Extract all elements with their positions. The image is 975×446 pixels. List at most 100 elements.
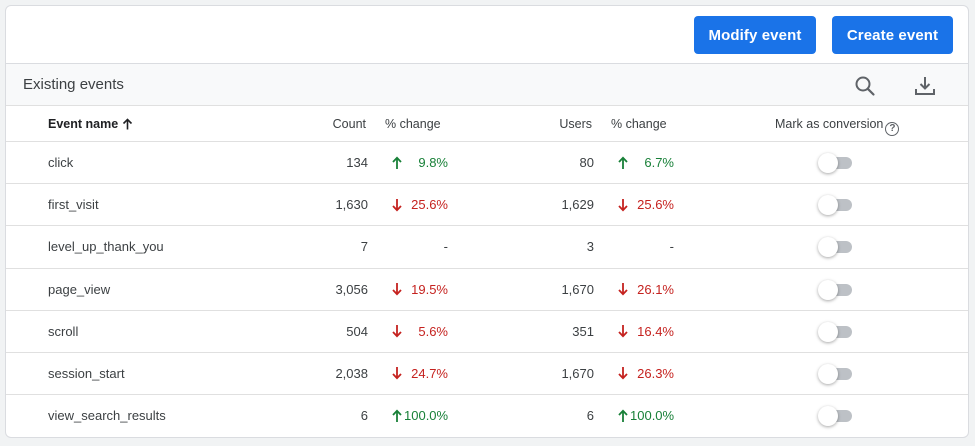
count-change-value: 5.6% xyxy=(418,323,448,339)
conversion-toggle[interactable] xyxy=(818,363,854,384)
event-users: 3 xyxy=(586,239,594,255)
conversion-toggle[interactable] xyxy=(818,321,854,342)
table-row[interactable]: session_start 2,038 24.7% 1,670 26.3% xyxy=(6,353,968,396)
column-label: Event name xyxy=(48,117,119,131)
users-change: 26.1% xyxy=(618,282,674,297)
toggle-knob xyxy=(818,195,838,216)
search-icon[interactable] xyxy=(852,73,878,99)
count-change: - xyxy=(392,239,448,254)
column-header-count[interactable]: Count xyxy=(332,117,366,131)
arrow-up-icon xyxy=(618,409,630,423)
event-count: 3,056 xyxy=(335,281,368,297)
column-header-users-change[interactable]: % change xyxy=(611,117,667,131)
table-row[interactable]: click 134 9.8% 80 6.7% xyxy=(6,142,968,185)
arrow-down-icon xyxy=(392,366,404,380)
event-users: 1,670 xyxy=(561,365,594,381)
event-count: 504 xyxy=(346,323,368,339)
users-change-value: 26.1% xyxy=(637,281,674,297)
count-change: 5.6% xyxy=(392,324,448,339)
event-name[interactable]: click xyxy=(48,155,74,170)
toolbar: Modify event Create event xyxy=(6,6,968,64)
event-name[interactable]: first_visit xyxy=(48,197,99,213)
event-count: 1,630 xyxy=(335,197,368,213)
table-row[interactable]: level_up_thank_you 7 - 3 - xyxy=(6,226,968,269)
event-users: 351 xyxy=(572,323,594,339)
count-change-value: - xyxy=(443,239,448,255)
no-change-spacer xyxy=(618,240,630,254)
count-change: 9.8% xyxy=(392,155,448,170)
help-icon[interactable]: ? xyxy=(885,122,900,136)
users-change-value: 6.7% xyxy=(644,155,674,170)
conversion-toggle[interactable] xyxy=(818,237,854,258)
table-row[interactable]: first_visit 1,630 25.6% 1,629 25.6% xyxy=(6,184,968,227)
table-row[interactable]: page_view 3,056 19.5% 1,670 26.1% xyxy=(6,269,968,311)
arrow-down-icon xyxy=(618,366,630,380)
count-change: 25.6% xyxy=(392,197,448,212)
count-change: 100.0% xyxy=(392,408,448,423)
users-change: 26.3% xyxy=(618,366,674,381)
users-change: 100.0% xyxy=(618,408,674,423)
users-change-value: 16.4% xyxy=(637,323,674,339)
arrow-down-icon xyxy=(618,198,630,212)
download-icon[interactable] xyxy=(912,73,938,99)
event-count: 7 xyxy=(360,239,368,255)
count-change-value: 100.0% xyxy=(404,408,449,424)
users-change: 25.6% xyxy=(618,197,674,212)
arrow-down-icon xyxy=(392,282,404,296)
table-header: Event name Count % change Users % change… xyxy=(6,106,968,142)
create-event-button[interactable]: Create event xyxy=(832,16,953,54)
table-row[interactable]: scroll 504 5.6% 351 16.4% xyxy=(6,311,968,353)
users-change-value: 25.6% xyxy=(637,197,674,213)
conversion-toggle[interactable] xyxy=(818,406,854,427)
toggle-knob xyxy=(818,406,838,427)
column-header-event-name[interactable]: Event name xyxy=(48,117,133,133)
conversion-toggle[interactable] xyxy=(818,153,854,173)
arrow-up-icon xyxy=(618,155,630,170)
event-count: 134 xyxy=(346,155,368,170)
section-title: Existing events xyxy=(23,76,124,93)
event-name[interactable]: page_view xyxy=(48,281,111,297)
column-label: Mark as conversion xyxy=(775,117,884,131)
event-name[interactable]: scroll xyxy=(48,323,79,339)
users-change-value: 100.0% xyxy=(630,408,675,424)
event-count: 6 xyxy=(360,408,368,424)
count-change-value: 25.6% xyxy=(411,197,448,213)
toggle-knob xyxy=(818,279,838,300)
count-change-value: 19.5% xyxy=(411,281,448,297)
no-change-spacer xyxy=(392,240,404,254)
users-change-value: 26.3% xyxy=(637,365,674,381)
arrow-down-icon xyxy=(392,324,404,338)
event-users: 1,629 xyxy=(561,197,594,213)
arrow-down-icon xyxy=(392,198,404,212)
event-count: 2,038 xyxy=(335,365,368,381)
arrow-up-icon xyxy=(392,409,404,423)
count-change: 24.7% xyxy=(392,366,448,381)
users-change: 6.7% xyxy=(618,155,674,170)
event-name[interactable]: level_up_thank_you xyxy=(48,239,164,255)
users-change: - xyxy=(618,239,674,254)
toggle-knob xyxy=(818,153,838,173)
arrow-up-icon xyxy=(122,118,133,133)
section-header: Existing events xyxy=(6,64,968,106)
column-header-conversion: Mark as conversion? xyxy=(775,117,900,136)
event-users: 80 xyxy=(579,155,594,170)
count-change-value: 24.7% xyxy=(411,365,448,381)
arrow-up-icon xyxy=(392,155,404,170)
toggle-knob xyxy=(818,321,838,342)
column-header-users[interactable]: Users xyxy=(559,117,592,131)
toggle-knob xyxy=(818,237,838,258)
count-change: 19.5% xyxy=(392,282,448,297)
table-row[interactable]: view_search_results 6 100.0% 6 100.0% xyxy=(6,395,968,437)
event-users: 1,670 xyxy=(561,281,594,297)
count-change-value: 9.8% xyxy=(418,155,448,170)
column-header-count-change[interactable]: % change xyxy=(385,117,441,131)
events-card: Modify event Create event Existing event… xyxy=(5,5,969,438)
event-name[interactable]: view_search_results xyxy=(48,408,166,424)
modify-event-button[interactable]: Modify event xyxy=(694,16,816,54)
conversion-toggle[interactable] xyxy=(818,195,854,216)
arrow-down-icon xyxy=(618,282,630,296)
toggle-knob xyxy=(818,363,838,384)
conversion-toggle[interactable] xyxy=(818,279,854,300)
users-change: 16.4% xyxy=(618,324,674,339)
event-name[interactable]: session_start xyxy=(48,365,125,381)
